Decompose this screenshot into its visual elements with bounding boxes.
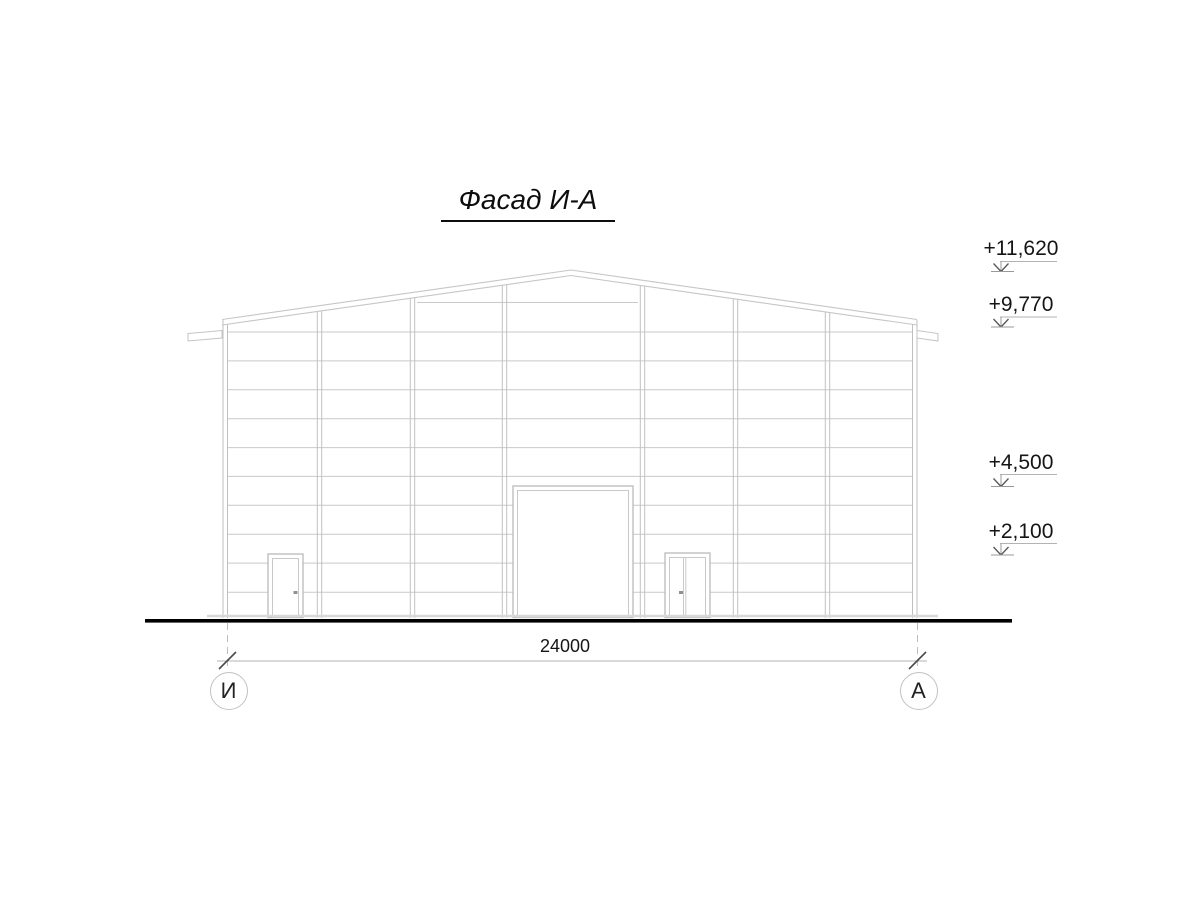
elevation-label-4500: +4,500	[988, 450, 1054, 474]
elevation-label-11620: +11,620	[983, 237, 1059, 260]
elevation-label-2100: +2,100	[988, 519, 1054, 543]
elevation-mark-symbol-4500	[991, 474, 1057, 487]
overall-dimension-label: 24000	[539, 636, 591, 656]
column-lines	[316, 285, 831, 618]
door-left-handle	[293, 591, 298, 594]
axis-bubble-right: А	[899, 672, 938, 710]
elevation-mark-symbol-11620	[991, 261, 1057, 272]
door-left	[267, 553, 304, 619]
drawing-title: Фасад И-А	[441, 184, 615, 222]
gate	[512, 485, 634, 619]
axis-bubble-left: И	[209, 672, 248, 710]
roof	[221, 269, 918, 326]
dimension-line	[217, 651, 927, 670]
elevation-mark-symbol-2100	[991, 543, 1057, 556]
ground-line	[145, 619, 1012, 623]
door-right	[664, 552, 711, 619]
wall-edges	[222, 320, 918, 618]
gutter-right	[916, 329, 939, 342]
gutter-left	[187, 329, 223, 342]
door-right-handle	[679, 591, 683, 594]
elevation-mark-symbol-9770	[991, 316, 1057, 328]
elevation-label-9770: +9,770	[988, 293, 1054, 316]
